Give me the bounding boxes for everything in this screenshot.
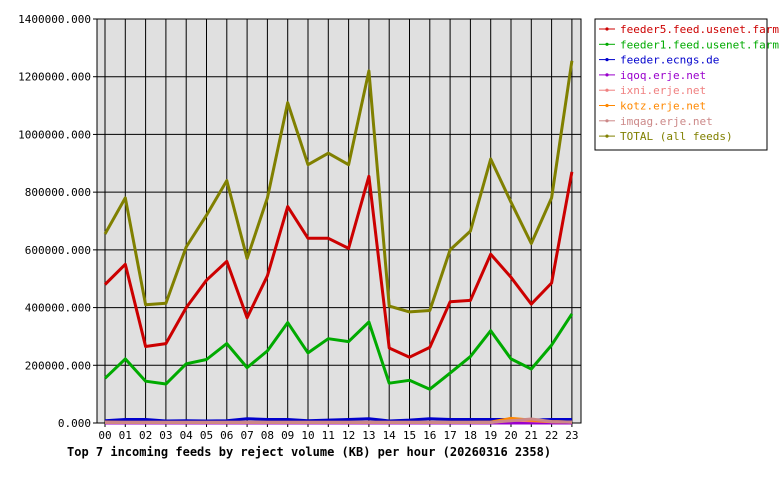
x-tick-label: 04 — [180, 429, 194, 442]
x-tick-label: 00 — [98, 429, 111, 442]
x-tick-label: 11 — [322, 429, 335, 442]
y-tick-label: 800000.000 — [25, 186, 91, 199]
legend-label: feeder5.feed.usenet.farm — [620, 23, 779, 36]
x-tick-label: 05 — [200, 429, 213, 442]
y-tick-label: 1400000.000 — [18, 13, 91, 26]
x-tick-label: 03 — [159, 429, 172, 442]
y-tick-label: 400000.000 — [25, 302, 91, 315]
x-tick-label: 06 — [220, 429, 233, 442]
legend-label: feeder1.feed.usenet.farm — [620, 38, 779, 51]
y-tick-label: 1200000.000 — [18, 71, 91, 84]
x-tick-label: 18 — [464, 429, 477, 442]
legend-label: kotz.erje.net — [620, 100, 706, 113]
legend-marker — [605, 42, 609, 46]
series-line-feeder5-feed-usenet-farm — [103, 171, 574, 359]
x-tick-label: 17 — [443, 429, 456, 442]
x-tick-label: 08 — [261, 429, 274, 442]
x-tick-label: 23 — [565, 429, 578, 442]
legend-label: ixni.erje.net — [620, 84, 706, 97]
grid — [97, 19, 581, 423]
legend-marker — [605, 119, 609, 123]
x-tick-label: 13 — [362, 429, 375, 442]
plot-area — [96, 18, 582, 424]
x-tick-label: 07 — [240, 429, 253, 442]
x-tick-label: 01 — [119, 429, 132, 442]
legend-box — [594, 18, 768, 151]
y-tick-label: 1000000.000 — [18, 128, 91, 141]
legend-label: imqag.erje.net — [620, 115, 713, 128]
x-tick-label: 20 — [504, 429, 517, 442]
x-tick-label: 10 — [301, 429, 314, 442]
legend-marker — [605, 88, 609, 92]
x-tick-label: 21 — [525, 429, 538, 442]
legend-marker — [605, 103, 609, 108]
series-line-feeder-ecngs-de — [104, 417, 572, 423]
x-tick-label: 16 — [423, 429, 436, 442]
legend-marker — [605, 58, 609, 62]
series-line-imqag-erje-net — [105, 417, 572, 424]
x-tick-label: 14 — [383, 429, 397, 442]
legend-marker — [605, 27, 609, 31]
x-tick-label: 22 — [545, 429, 558, 442]
y-axis: 0.000 200000.000 400000.000 600000.000 80000… — [18, 13, 97, 430]
chart-title: Top 7 incoming feeds by reject volume (K… — [67, 445, 551, 459]
x-tick-label: 09 — [281, 429, 294, 442]
legend-marker — [605, 73, 609, 77]
series-lines — [103, 60, 574, 425]
y-tick-label: 200000.000 — [25, 359, 91, 372]
series-line-total-all-feeds- — [103, 60, 574, 314]
legend-label: feeder.ecngs.de — [620, 54, 719, 67]
x-tick-label: 15 — [403, 429, 416, 442]
x-tick-label: 19 — [484, 429, 497, 442]
x-tick-label: 12 — [342, 429, 355, 442]
legend: feeder5.feed.usenet.farm feeder1.feed.use… — [594, 18, 779, 151]
legend-label: iqoq.erje.net — [620, 69, 706, 82]
y-tick-label: 600000.000 — [25, 244, 91, 257]
legend-label: TOTAL (all feeds) — [620, 130, 733, 143]
x-axis: 00 01 02 03 04 05 06 07 08 09 10 11 12 13 14 15 16 17 18 19… — [98, 423, 579, 442]
series-line-feeder1-feed-usenet-farm — [103, 313, 574, 391]
legend-marker — [605, 134, 609, 138]
y-tick-label: 0.000 — [58, 417, 91, 430]
x-tick-label: 02 — [139, 429, 152, 442]
